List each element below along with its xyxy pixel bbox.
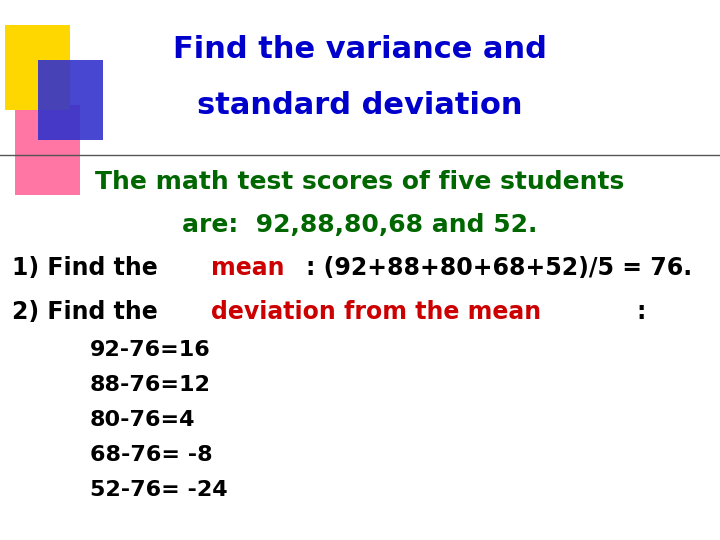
Text: The math test scores of five students: The math test scores of five students bbox=[95, 170, 625, 194]
Text: 1) Find the: 1) Find the bbox=[12, 256, 166, 280]
Text: standard deviation: standard deviation bbox=[197, 91, 523, 119]
Text: deviation from the mean: deviation from the mean bbox=[211, 300, 541, 324]
Text: mean: mean bbox=[211, 256, 284, 280]
Text: 88-76=12: 88-76=12 bbox=[90, 375, 211, 395]
Text: 52-76= -24: 52-76= -24 bbox=[90, 480, 228, 500]
Text: 92-76=16: 92-76=16 bbox=[90, 340, 211, 360]
Bar bbox=[38, 60, 103, 140]
Text: 2) Find the: 2) Find the bbox=[12, 300, 166, 324]
Bar bbox=[5, 25, 70, 110]
Text: : (92+88+80+68+52)/5 = 76.: : (92+88+80+68+52)/5 = 76. bbox=[305, 256, 692, 280]
Text: 80-76=4: 80-76=4 bbox=[90, 410, 196, 430]
Text: 68-76= -8: 68-76= -8 bbox=[90, 445, 212, 465]
Text: are:  92,88,80,68 and 52.: are: 92,88,80,68 and 52. bbox=[182, 213, 538, 237]
Text: :: : bbox=[636, 300, 646, 324]
Text: Find the variance and: Find the variance and bbox=[173, 36, 547, 64]
Bar bbox=[15, 105, 80, 195]
